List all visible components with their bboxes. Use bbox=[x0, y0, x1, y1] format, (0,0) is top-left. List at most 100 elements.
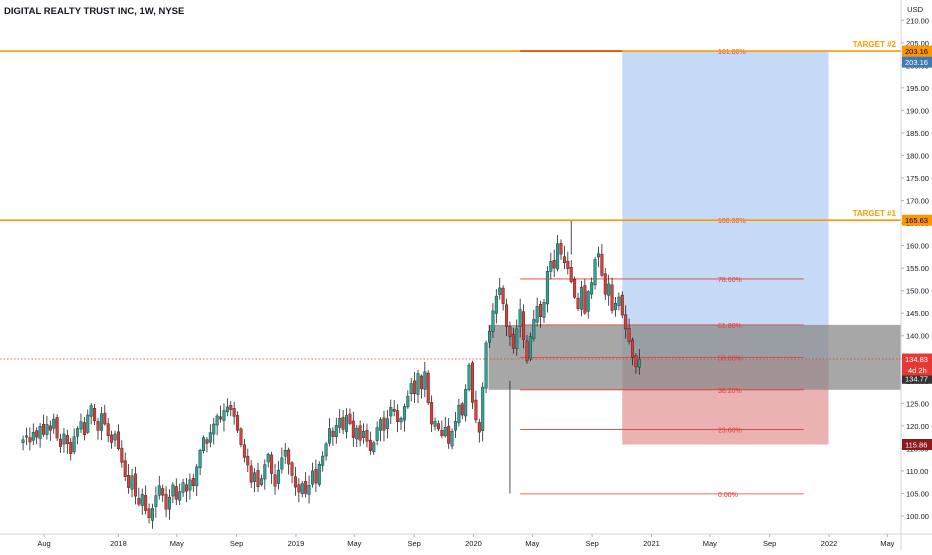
candle-body bbox=[120, 447, 124, 463]
candle-body bbox=[297, 484, 301, 493]
x-tick-label: May bbox=[525, 539, 539, 548]
candle-body bbox=[69, 441, 73, 454]
candle-body bbox=[419, 375, 423, 390]
candle-body bbox=[304, 481, 308, 494]
x-tick-label: 2022 bbox=[821, 539, 838, 548]
candle-body bbox=[545, 271, 549, 305]
candle-body bbox=[518, 309, 522, 327]
candle-body bbox=[498, 287, 502, 295]
axis-price-label: 203.16 bbox=[905, 58, 928, 67]
candle-body bbox=[583, 285, 587, 314]
candle-body bbox=[35, 430, 39, 438]
x-tick-label: Sep bbox=[230, 539, 243, 548]
chart-title: DIGITAL REALTY TRUST INC, 1W, NYSE bbox=[4, 6, 184, 17]
candle-body bbox=[338, 417, 342, 428]
target-level-label: TARGET #2 bbox=[853, 40, 897, 49]
candle-body bbox=[406, 395, 410, 408]
candle-body bbox=[436, 423, 440, 430]
candle-body bbox=[481, 386, 485, 431]
candle-body bbox=[103, 412, 107, 425]
candle-body bbox=[62, 433, 66, 445]
fib-ratio-label: 78.60% bbox=[718, 277, 742, 284]
candle-body bbox=[225, 406, 229, 413]
candle-body bbox=[110, 434, 114, 443]
candle-body bbox=[535, 306, 539, 323]
y-tick-label: 160.00 bbox=[906, 242, 929, 251]
y-tick-label: 190.00 bbox=[906, 106, 929, 115]
x-tick-label: May bbox=[880, 539, 894, 548]
candle-body bbox=[229, 404, 233, 410]
profit-zone bbox=[622, 51, 829, 360]
candle-body bbox=[566, 260, 570, 269]
current-price-label: 134.83 bbox=[905, 355, 928, 364]
x-tick-label: May bbox=[347, 539, 361, 548]
candle-body bbox=[246, 456, 250, 466]
candle-body bbox=[48, 425, 52, 431]
fib-ratio-label: 161.80% bbox=[718, 49, 746, 56]
candle-body bbox=[556, 243, 560, 270]
candle-body bbox=[89, 405, 93, 417]
candle-body bbox=[385, 418, 389, 429]
candle-body bbox=[28, 437, 32, 443]
candle-body bbox=[174, 486, 178, 500]
axis-price-label-bg bbox=[902, 214, 932, 226]
candle-body bbox=[334, 425, 338, 437]
fib-ratio-label: 23.60% bbox=[718, 427, 742, 434]
candle-body bbox=[161, 488, 165, 496]
candle-body bbox=[399, 417, 403, 423]
axis-price-label: 165.63 bbox=[905, 216, 928, 225]
candle-body bbox=[164, 494, 168, 510]
target-levels-layer: TARGET #2 TARGET #1 bbox=[0, 40, 901, 360]
candle-body bbox=[256, 470, 260, 487]
candle-body bbox=[576, 297, 580, 309]
candle-body bbox=[358, 425, 362, 441]
candle-body bbox=[21, 439, 25, 443]
candle-body bbox=[324, 443, 328, 457]
fib-ratio-label: 100.00% bbox=[718, 218, 746, 225]
candle-body bbox=[171, 484, 175, 497]
y-tick-label: 195.00 bbox=[906, 84, 929, 93]
candle-body bbox=[539, 304, 543, 317]
candle-body bbox=[82, 422, 86, 436]
candle-body bbox=[212, 423, 216, 435]
x-tick-label: 2020 bbox=[465, 539, 482, 548]
x-tick-label: Aug bbox=[37, 539, 50, 548]
candle-body bbox=[379, 419, 383, 431]
candle-body bbox=[167, 496, 171, 510]
y-tick-label: 170.00 bbox=[906, 197, 929, 206]
candle-body bbox=[208, 432, 212, 443]
candle-body bbox=[593, 259, 597, 286]
zones-layer bbox=[488, 51, 901, 445]
candle-body bbox=[491, 310, 495, 332]
candle-body bbox=[283, 449, 287, 457]
candle-body bbox=[341, 417, 345, 430]
axis-price-label: 203.16 bbox=[905, 47, 928, 56]
candle-body bbox=[314, 468, 318, 484]
candle-body bbox=[181, 482, 185, 493]
y-tick-label: 175.00 bbox=[906, 174, 929, 183]
candle-body bbox=[362, 431, 366, 438]
x-tick-label: May bbox=[170, 539, 184, 548]
candle-body bbox=[569, 267, 573, 282]
candle-body bbox=[525, 340, 529, 362]
candle-body bbox=[147, 508, 151, 518]
candle-body bbox=[157, 485, 161, 496]
candle-body bbox=[477, 422, 481, 433]
candle-body bbox=[426, 372, 430, 404]
x-tick-label: 2021 bbox=[643, 539, 660, 548]
candle-body bbox=[423, 371, 427, 390]
candle-body bbox=[375, 427, 379, 441]
candle-body bbox=[331, 430, 335, 437]
x-tick-label: Sep bbox=[763, 539, 776, 548]
candle-body bbox=[573, 279, 577, 298]
countdown-bg bbox=[902, 364, 932, 376]
fib-ratio-label: 38.20% bbox=[718, 388, 742, 395]
candle-body bbox=[198, 449, 202, 468]
candle-body bbox=[467, 364, 471, 390]
candle-body bbox=[392, 409, 396, 412]
axis-price-label-bg bbox=[902, 439, 932, 451]
candle-body bbox=[413, 380, 417, 395]
candle-body bbox=[113, 433, 117, 441]
candle-body bbox=[607, 283, 611, 296]
